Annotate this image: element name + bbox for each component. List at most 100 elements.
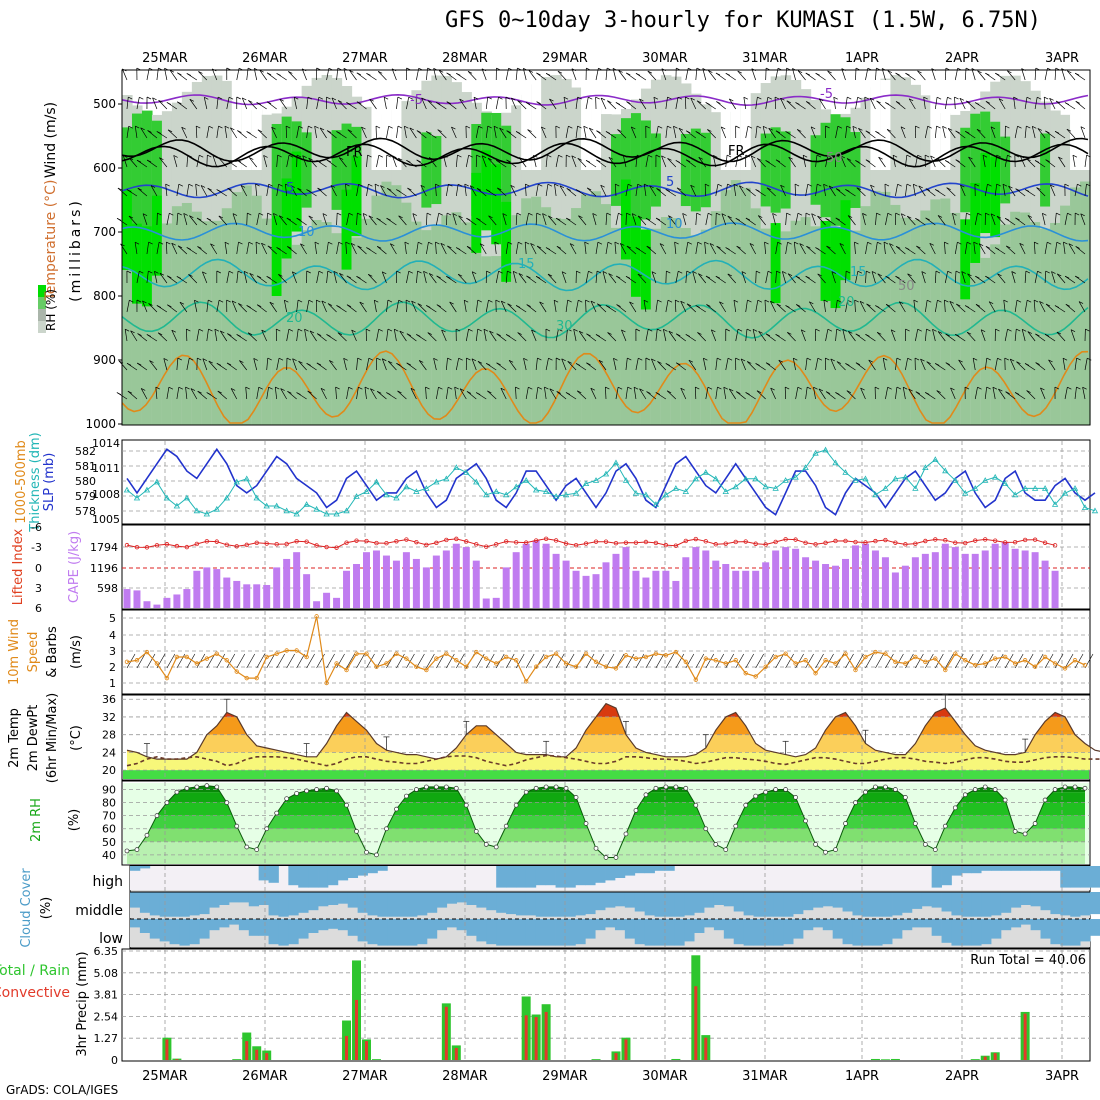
wind-barb-flag <box>545 73 551 76</box>
wind-barb <box>396 300 400 313</box>
wind-barb <box>764 299 767 313</box>
wind-barb-flag <box>809 301 814 305</box>
wind-barb <box>613 358 617 371</box>
wind-barb <box>398 215 407 226</box>
wind-barb-flag <box>755 363 760 366</box>
wind-barb-flag <box>1014 154 1020 158</box>
wind-barb-flag <box>337 332 343 335</box>
wind-barb-flag <box>907 357 912 361</box>
cloud-cell <box>318 892 329 907</box>
wind-barb <box>866 303 876 313</box>
rh2m-ylabel: 2m RH <box>29 798 44 842</box>
wind-barb <box>972 358 976 371</box>
rh-shade-mid <box>591 191 602 425</box>
wind-barb <box>1033 242 1036 255</box>
cloud-cell <box>991 919 1002 939</box>
wind-barb-flag <box>936 390 941 393</box>
rh-point <box>992 787 998 792</box>
wind10-tick: 3 <box>109 645 116 658</box>
cloud-cell <box>268 866 279 883</box>
wind10-line <box>124 614 1088 686</box>
wind-barb-flag <box>961 271 966 274</box>
lifted-index-point <box>983 537 988 542</box>
lifted-index-point <box>404 537 409 542</box>
wind-barb-flag <box>1035 362 1040 365</box>
rh-point <box>913 821 918 826</box>
wind-barb-flag <box>1034 160 1040 163</box>
wind-barb-flag <box>818 388 824 392</box>
wind-barb-flag <box>376 217 381 221</box>
wind-barb <box>647 70 657 81</box>
wind10-barb <box>735 653 744 669</box>
wind-barb-flag <box>198 328 204 332</box>
wind-barb <box>271 126 277 139</box>
wind-barb-flag <box>278 357 284 361</box>
cloud-cell <box>595 866 606 883</box>
wind-barb <box>1042 213 1046 226</box>
wind-barb-flag <box>247 212 252 216</box>
wind-barb-flag <box>825 217 830 221</box>
wind-barb-flag <box>883 357 888 361</box>
wind-barb-flag <box>146 96 152 100</box>
wind-barb <box>890 329 896 342</box>
wind-barb <box>337 332 347 342</box>
wind-barb <box>287 391 297 400</box>
wind-barb <box>615 213 619 226</box>
wind-barb <box>750 155 757 168</box>
contour-label: 15 <box>850 265 867 280</box>
wind10-point <box>863 654 868 660</box>
wind-barb <box>142 300 148 313</box>
rh-shade-moist <box>770 127 782 213</box>
wind-barb <box>292 358 297 371</box>
wind-barb-flag <box>616 304 621 307</box>
wind-barb <box>631 213 637 226</box>
wind-barb-flag <box>333 270 339 274</box>
wind-barb <box>692 271 697 284</box>
rh-point <box>593 845 599 851</box>
wind-barb-flag <box>905 72 910 76</box>
wind10-point <box>613 666 619 671</box>
wind10-barb <box>316 653 325 669</box>
wind-barb-flag <box>639 388 644 392</box>
rh-shade-mid <box>371 195 383 425</box>
wind-barb-flag <box>1085 328 1090 332</box>
rh-point <box>883 784 888 790</box>
wind-barb-flag <box>825 125 830 129</box>
wind-barb-flag <box>793 357 798 361</box>
wind10-point <box>733 658 738 663</box>
wind-barb-flag <box>148 270 153 274</box>
wind-barb-flag <box>885 275 890 279</box>
wind-barb-flag <box>356 72 362 76</box>
lifted-index-point <box>933 537 938 542</box>
rh2m-grid <box>122 782 1090 864</box>
wind-barb-flag <box>817 215 822 219</box>
wind-barb <box>536 101 547 110</box>
cape-bar <box>323 592 331 608</box>
precip-convective-bar <box>993 1053 997 1060</box>
wind-barb-flag <box>665 189 670 192</box>
cloud-cell <box>318 919 329 931</box>
wind-barb <box>171 329 178 342</box>
wind-barb-flag <box>635 328 641 332</box>
lifted-index-point <box>953 540 958 545</box>
top-date-label: 30MAR <box>642 51 688 66</box>
cape-bar <box>392 560 400 608</box>
wind-barb-flag <box>627 357 632 361</box>
rh-point <box>783 787 788 792</box>
wind-barb <box>370 388 377 400</box>
wind-barb <box>766 187 776 197</box>
cape-bar <box>293 552 301 608</box>
rh-shade-mid <box>1080 181 1091 425</box>
wind-barb <box>1014 329 1017 342</box>
wind-barb-flag <box>615 183 620 187</box>
wind-barb <box>368 215 377 226</box>
wind-barb <box>1072 155 1076 168</box>
cloud-cell <box>258 919 269 936</box>
wind-barb <box>515 387 517 400</box>
wind-barb <box>416 130 427 139</box>
thickness-point <box>782 477 789 483</box>
wind-barb-flag <box>668 215 673 218</box>
wind-barb-flag <box>276 328 281 332</box>
cloud-cell <box>248 919 260 936</box>
